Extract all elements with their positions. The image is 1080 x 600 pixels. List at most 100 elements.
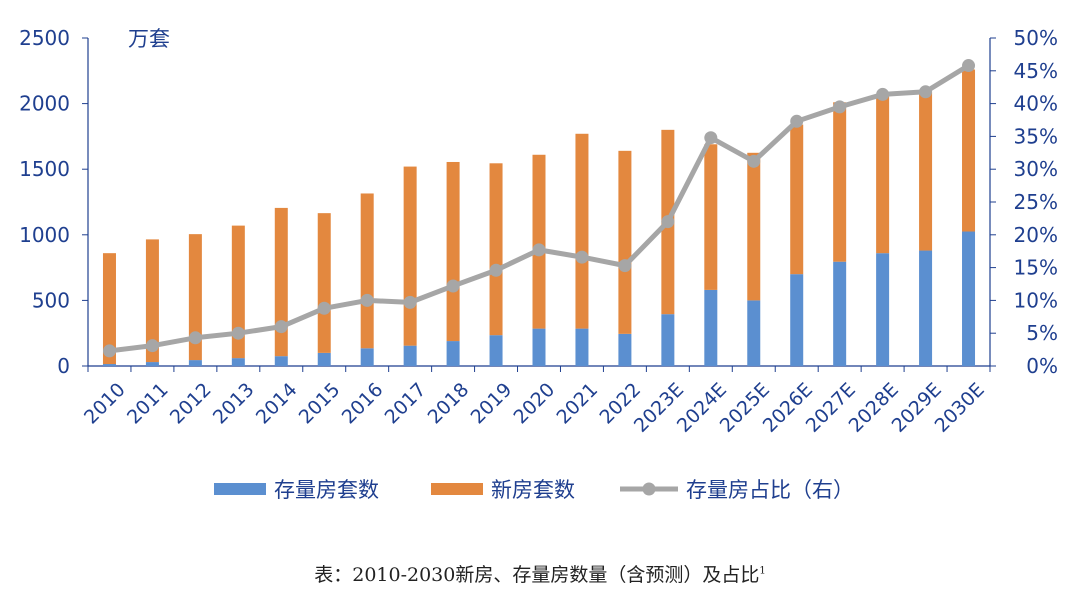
left-tick-label: 500 (32, 288, 70, 312)
x-tick-label: 2017 (381, 379, 431, 429)
bar-existing-homes (403, 345, 417, 366)
bar-new-homes (747, 152, 761, 301)
x-tick-label: 2013 (209, 379, 259, 429)
ratio-point (618, 259, 632, 273)
ratio-point (575, 250, 589, 264)
legend-label: 存量房套数 (274, 478, 379, 502)
bar-new-homes (188, 234, 202, 361)
ratio-point (747, 154, 761, 168)
left-tick-label: 2500 (19, 26, 70, 50)
ratio-point (188, 331, 202, 345)
bar-existing-homes (704, 289, 718, 366)
legend-swatch-marker (642, 482, 656, 496)
bar-new-homes (704, 144, 718, 290)
ratio-point (532, 243, 546, 257)
bar-existing-homes (575, 328, 589, 366)
bar-existing-homes (790, 274, 804, 366)
unit-label: 万套 (128, 27, 170, 51)
bar-new-homes (102, 253, 116, 365)
bar-new-homes (274, 207, 288, 357)
ratio-point (661, 215, 675, 229)
right-tick-label: 20% (1014, 223, 1058, 247)
x-tick-label: 2011 (123, 379, 173, 429)
ratio-point (790, 114, 804, 128)
legend: 存量房套数 新房套数 存量房占比（右） (214, 478, 854, 502)
x-tick-label: 2010 (80, 379, 130, 429)
bar-existing-homes (231, 358, 245, 366)
right-tick-label: 35% (1014, 124, 1058, 148)
x-tick-label: 2019 (467, 379, 517, 429)
bar-new-homes (575, 133, 589, 329)
bar-new-homes (876, 94, 890, 254)
bar-existing-homes (489, 335, 503, 366)
caption-text: 表：2010-2030新房、存量房数量（含预测）及占比 (314, 564, 760, 586)
x-tick-label: 2014 (252, 379, 302, 429)
right-tick-label: 25% (1014, 190, 1058, 214)
bar-existing-homes (145, 362, 159, 366)
ratio-point (231, 326, 245, 340)
right-tick-label: 45% (1014, 59, 1058, 83)
bar-existing-homes (661, 314, 675, 366)
bar-existing-homes (188, 360, 202, 366)
bar-new-homes (317, 213, 331, 353)
bar-existing-homes (274, 356, 288, 366)
ratio-point (446, 279, 460, 293)
left-tick-label: 2000 (19, 92, 70, 116)
bar-existing-homes (532, 328, 546, 366)
bar-new-homes (403, 166, 417, 346)
bar-existing-homes (102, 364, 116, 366)
legend-swatch (214, 483, 266, 495)
right-tick-label: 50% (1014, 26, 1058, 50)
chart-svg: 0 500 1000 1500 2000 2500 0% 5% 10% 15% 20% 25% 30% 3… (19, 26, 1058, 502)
legend-label: 存量房占比（右） (686, 478, 854, 502)
right-tick-label: 15% (1014, 256, 1058, 280)
bar-existing-homes (618, 333, 632, 366)
bar-existing-homes (317, 352, 331, 366)
bars (102, 69, 976, 366)
figure-caption: 表：2010-2030新房、存量房数量（含预测）及占比1 (0, 560, 1080, 587)
x-tick-label: 2020 (510, 379, 560, 429)
bar-existing-homes (919, 250, 933, 366)
right-tick-label: 5% (1026, 321, 1058, 345)
x-tick-label: 2021 (552, 379, 602, 429)
ratio-point (919, 85, 933, 99)
left-tick-label: 1500 (19, 157, 70, 181)
bar-new-homes (833, 102, 847, 262)
bar-new-homes (962, 69, 976, 232)
x-tick-label: 2018 (424, 379, 474, 429)
legend-ratio: 存量房占比（右） (620, 478, 854, 502)
bar-new-homes (231, 225, 245, 359)
bar-existing-homes (747, 300, 761, 366)
ratio-line (102, 59, 976, 358)
ratio-point (704, 131, 718, 145)
caption-footnote: 1 (759, 565, 766, 577)
right-tick-label: 10% (1014, 288, 1058, 312)
bar-new-homes (360, 193, 374, 349)
legend-existing-homes: 存量房套数 (214, 478, 379, 502)
ratio-point (145, 339, 159, 353)
right-tick-label: 0% (1026, 354, 1058, 378)
ratio-point (360, 293, 374, 307)
ratio-point (274, 320, 288, 334)
bar-new-homes (919, 91, 933, 251)
bar-new-homes (532, 154, 546, 329)
right-tick-label: 40% (1014, 92, 1058, 116)
legend-new-homes: 新房套数 (431, 478, 575, 502)
legend-swatch (431, 483, 483, 495)
bar-existing-homes (876, 253, 890, 366)
ratio-point (962, 59, 976, 73)
bar-existing-homes (962, 231, 976, 366)
x-tick-label: 2015 (295, 379, 345, 429)
x-tick-label: 2012 (166, 379, 216, 429)
bar-new-homes (790, 124, 804, 275)
bar-new-homes (145, 239, 159, 363)
ratio-point (876, 87, 890, 101)
bar-existing-homes (833, 261, 847, 366)
x-tick-label: 2030E (931, 379, 989, 437)
ratio-point (317, 301, 331, 315)
right-tick-label: 30% (1014, 157, 1058, 181)
bar-new-homes (489, 163, 503, 336)
ratio-point (403, 295, 417, 309)
ratio-point (489, 263, 503, 277)
